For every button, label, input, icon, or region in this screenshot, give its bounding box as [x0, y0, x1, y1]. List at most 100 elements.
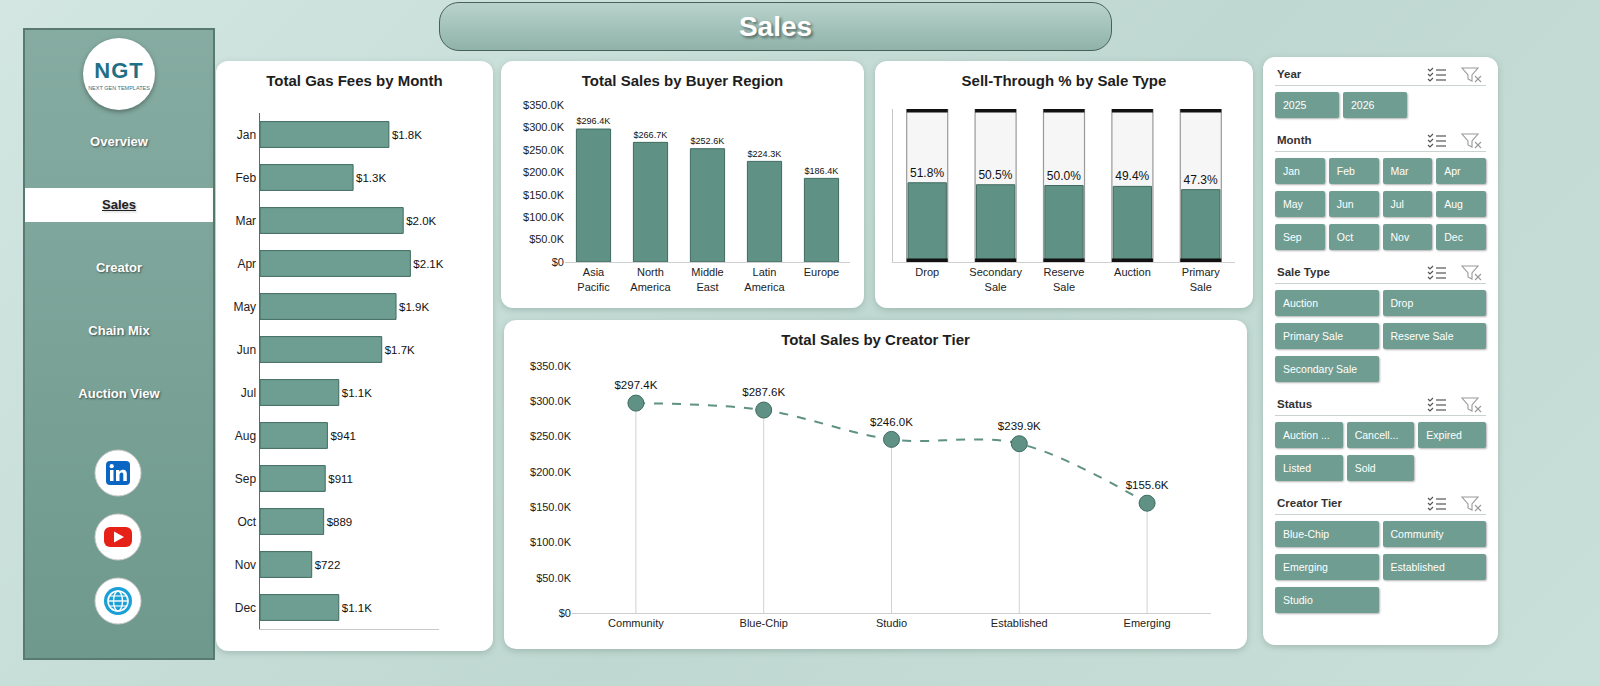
svg-text:Blue-Chip: Blue-Chip	[740, 617, 788, 629]
svg-text:SecondarySale: SecondarySale	[969, 266, 1022, 292]
svg-text:Jul: Jul	[241, 386, 256, 400]
html-text:Drop: Drop	[1390, 297, 1414, 309]
svg-text:Established: Established	[991, 617, 1048, 629]
svg-text:$300.0K: $300.0K	[530, 395, 572, 407]
html-text:Aug: Aug	[1444, 198, 1463, 210]
svg-text:$239.9K: $239.9K	[998, 420, 1041, 432]
svg-text:Europe: Europe	[804, 266, 839, 278]
svg-text:Jun: Jun	[237, 343, 256, 357]
svg-text:$0: $0	[559, 607, 571, 619]
svg-text:$50.0K: $50.0K	[529, 233, 565, 245]
html-text:Overview: Overview	[90, 134, 148, 149]
svg-text:$150.0K: $150.0K	[530, 501, 572, 513]
svg-text:$100.0K: $100.0K	[530, 536, 572, 548]
svg-text:Drop: Drop	[915, 266, 939, 278]
html-text:2026: 2026	[1351, 99, 1375, 111]
svg-text:$0: $0	[552, 256, 564, 268]
svg-text:$722: $722	[315, 559, 341, 571]
html-text:Dec: Dec	[1444, 231, 1463, 243]
svg-text:$155.6K: $155.6K	[1126, 479, 1169, 491]
html-text:Jul: Jul	[1390, 198, 1404, 210]
svg-text:Community: Community	[608, 617, 664, 629]
svg-text:Emerging: Emerging	[1124, 617, 1171, 629]
html-text:Jan: Jan	[1283, 165, 1300, 177]
svg-text:Feb: Feb	[235, 171, 256, 185]
svg-text:$1.1K: $1.1K	[342, 387, 372, 399]
svg-text:$252.6K: $252.6K	[690, 136, 724, 146]
svg-text:Aug: Aug	[235, 429, 256, 443]
svg-text:$1.9K: $1.9K	[399, 301, 429, 313]
svg-text:AsiaPacific: AsiaPacific	[577, 266, 610, 292]
html-text:Sales: Sales	[738, 11, 813, 42]
svg-text:LatinAmerica: LatinAmerica	[744, 266, 785, 292]
svg-text:$200.0K: $200.0K	[530, 466, 572, 478]
svg-text:$941: $941	[330, 430, 356, 442]
svg-text:$350.0K: $350.0K	[523, 99, 565, 111]
svg-text:Total Sales by Buyer Region: Total Sales by Buyer Region	[582, 72, 783, 89]
html-text:Month: Month	[1277, 134, 1312, 146]
html-text:NGT: NGT	[94, 58, 144, 83]
svg-text:May: May	[233, 300, 256, 314]
svg-text:Dec: Dec	[235, 601, 256, 615]
html-text:Nov: Nov	[1390, 231, 1410, 243]
svg-text:$266.7K: $266.7K	[633, 130, 667, 140]
svg-text:$224.3K: $224.3K	[747, 149, 781, 159]
svg-text:$1.8K: $1.8K	[392, 129, 422, 141]
html-text:Feb: Feb	[1336, 165, 1355, 177]
svg-text:$350.0K: $350.0K	[530, 360, 572, 372]
svg-text:Studio: Studio	[876, 617, 907, 629]
svg-text:MiddleEast: MiddleEast	[691, 266, 723, 292]
svg-text:$2.0K: $2.0K	[406, 215, 436, 227]
html-text:Oct: Oct	[1336, 231, 1354, 243]
svg-text:$250.0K: $250.0K	[523, 144, 565, 156]
svg-text:Oct: Oct	[237, 515, 256, 529]
svg-text:$296.4K: $296.4K	[576, 116, 610, 126]
svg-text:Auction: Auction	[1114, 266, 1151, 278]
svg-text:51.8%: 51.8%	[910, 166, 944, 180]
svg-text:ReserveSale: ReserveSale	[1044, 266, 1085, 292]
html-text:Sale Type: Sale Type	[1277, 266, 1330, 278]
svg-text:$150.0K: $150.0K	[523, 189, 565, 201]
svg-text:$246.0K: $246.0K	[870, 416, 913, 428]
svg-text:$186.4K: $186.4K	[804, 166, 838, 176]
svg-text:Sell-Through % by Sale Type: Sell-Through % by Sale Type	[962, 72, 1167, 89]
html-text:Sales: Sales	[102, 197, 136, 212]
svg-text:50.0%: 50.0%	[1047, 169, 1081, 183]
svg-text:49.4%: 49.4%	[1115, 169, 1149, 183]
html-text:Mar: Mar	[1390, 165, 1409, 177]
svg-text:Sep: Sep	[235, 472, 257, 486]
svg-text:Nov: Nov	[235, 558, 256, 572]
svg-text:PrimarySale: PrimarySale	[1182, 266, 1220, 292]
svg-text:Total Gas Fees by Month: Total Gas Fees by Month	[266, 72, 442, 89]
svg-text:$889: $889	[327, 516, 353, 528]
svg-text:$300.0K: $300.0K	[523, 121, 565, 133]
html-text:Chain Mix: Chain Mix	[88, 323, 150, 338]
html-text:Jun: Jun	[1336, 198, 1354, 210]
svg-text:50.5%: 50.5%	[978, 168, 1012, 182]
svg-text:Apr: Apr	[237, 257, 256, 271]
svg-text:$1.1K: $1.1K	[342, 602, 372, 614]
html-text:May: May	[1283, 198, 1303, 210]
html-text:2025: 2025	[1283, 99, 1307, 111]
svg-text:Mar: Mar	[235, 214, 256, 228]
svg-text:$250.0K: $250.0K	[530, 430, 572, 442]
svg-text:$1.7K: $1.7K	[385, 344, 415, 356]
html-text:Auction View: Auction View	[78, 386, 160, 401]
svg-text:$911: $911	[328, 473, 353, 485]
html-text:Year: Year	[1277, 68, 1302, 80]
html-text:Auction: Auction	[1283, 297, 1318, 309]
html-text:Apr: Apr	[1444, 165, 1461, 177]
svg-text:$100.0K: $100.0K	[523, 211, 565, 223]
svg-text:$200.0K: $200.0K	[523, 166, 565, 178]
svg-text:47.3%: 47.3%	[1184, 173, 1218, 187]
svg-text:$297.4K: $297.4K	[614, 379, 657, 391]
svg-text:Total Sales by Creator Tier: Total Sales by Creator Tier	[781, 331, 970, 348]
svg-text:$287.6K: $287.6K	[742, 386, 785, 398]
svg-text:Jan: Jan	[237, 128, 256, 142]
svg-text:$2.1K: $2.1K	[413, 258, 443, 270]
svg-text:NorthAmerica: NorthAmerica	[630, 266, 671, 292]
html-text:Sep: Sep	[1283, 231, 1302, 243]
html-text:Creator: Creator	[95, 260, 143, 275]
svg-text:$50.0K: $50.0K	[536, 572, 572, 584]
svg-text:$1.3K: $1.3K	[356, 172, 386, 184]
